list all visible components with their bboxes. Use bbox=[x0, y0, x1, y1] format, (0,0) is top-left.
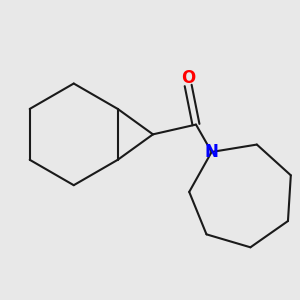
Text: N: N bbox=[205, 143, 219, 161]
Text: O: O bbox=[181, 69, 195, 87]
